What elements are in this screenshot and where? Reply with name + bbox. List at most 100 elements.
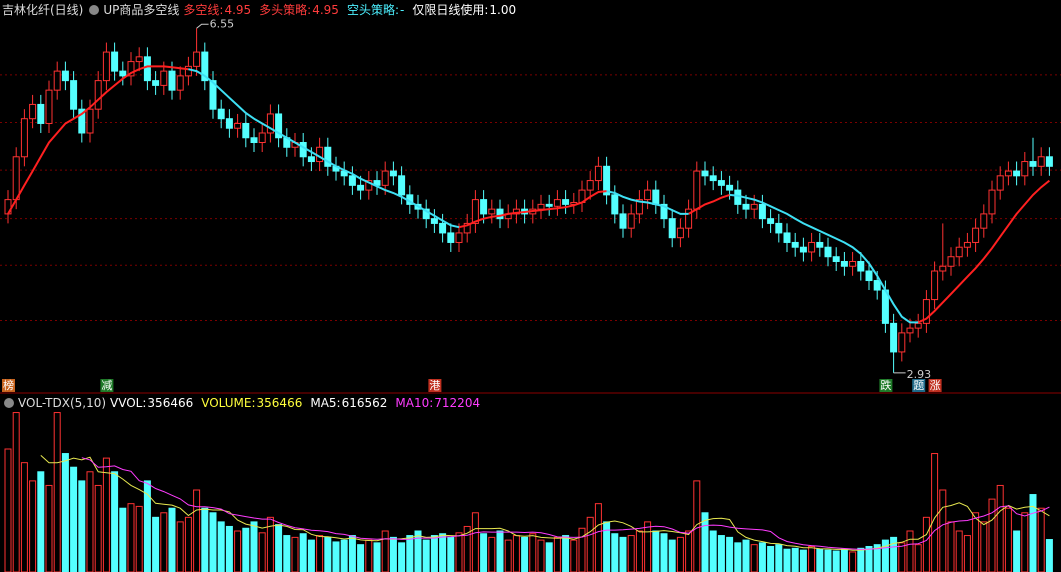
volume-bar bbox=[783, 548, 791, 572]
candle-body bbox=[840, 260, 848, 267]
volume-bar bbox=[234, 530, 242, 572]
candle-body bbox=[988, 189, 996, 215]
volume-bar bbox=[898, 542, 906, 572]
candle-body bbox=[701, 170, 709, 177]
candle-body bbox=[463, 222, 471, 234]
candle-body bbox=[775, 222, 783, 234]
volume-bar bbox=[119, 507, 127, 572]
indicator-label: MA10: bbox=[395, 396, 434, 410]
indicator-label: VVOL: bbox=[110, 396, 147, 410]
volume-bar bbox=[832, 550, 840, 572]
candle-body bbox=[586, 180, 594, 191]
candle-body bbox=[94, 80, 102, 110]
candle-body bbox=[553, 199, 561, 207]
indicator-label: VOLUME: bbox=[201, 396, 256, 410]
volume-bar bbox=[635, 530, 643, 572]
candle-body bbox=[717, 180, 725, 186]
candle-body bbox=[791, 241, 799, 248]
volume-bar bbox=[816, 548, 824, 572]
volume-bar bbox=[258, 532, 266, 572]
volume-bar bbox=[873, 544, 881, 572]
volume-bar bbox=[365, 539, 373, 572]
volume-bar bbox=[619, 536, 627, 572]
dropdown-icon[interactable] bbox=[4, 398, 14, 408]
volume-bar bbox=[61, 453, 69, 572]
candle-body bbox=[619, 213, 627, 229]
volume-bar bbox=[676, 536, 684, 572]
volume-bar bbox=[865, 545, 873, 572]
candle-body bbox=[275, 113, 283, 139]
volume-bar bbox=[824, 549, 832, 572]
volume-bar bbox=[283, 535, 291, 572]
candle-body bbox=[135, 56, 143, 63]
candle-body bbox=[832, 256, 840, 262]
candle-body bbox=[307, 156, 315, 163]
candle-body bbox=[906, 327, 914, 334]
indicator-value: 4.95 bbox=[224, 3, 252, 17]
candle-body bbox=[217, 108, 225, 120]
indicator-name: UP商品多空线 bbox=[103, 3, 180, 17]
candle-body bbox=[447, 232, 455, 243]
candle-body bbox=[914, 322, 922, 329]
volume-bar bbox=[225, 525, 233, 572]
candle-body bbox=[78, 108, 86, 134]
volume-bar bbox=[111, 471, 119, 572]
candle-body bbox=[816, 241, 824, 248]
indicator-value: 4.95 bbox=[312, 3, 339, 17]
volume-bar bbox=[537, 539, 545, 572]
volume-bar bbox=[201, 507, 209, 572]
candle-body bbox=[53, 70, 61, 91]
volume-bar bbox=[160, 512, 168, 572]
volume-bar bbox=[980, 521, 988, 572]
volume-bar bbox=[734, 542, 742, 572]
dropdown-icon[interactable] bbox=[89, 5, 100, 15]
candle-body bbox=[61, 70, 69, 82]
candle-body bbox=[1013, 170, 1021, 177]
candle-body bbox=[439, 222, 447, 234]
candle-body bbox=[389, 170, 397, 177]
candle-body bbox=[922, 299, 930, 324]
candle-body bbox=[348, 175, 356, 186]
volume-bar bbox=[758, 542, 766, 572]
candle-body bbox=[152, 80, 160, 86]
volume-bar bbox=[381, 530, 389, 572]
volume-bar bbox=[767, 545, 775, 572]
volume-bar bbox=[422, 539, 430, 572]
volume-header: VOL-TDX(5,10) VVOL: 356466 VOLUME: 356466 MA… bbox=[2, 396, 488, 410]
candle-body bbox=[1037, 156, 1045, 167]
candle-body bbox=[102, 51, 110, 82]
candle-body bbox=[119, 70, 127, 77]
candle-body bbox=[488, 208, 496, 215]
high-label: 6.55 bbox=[210, 17, 235, 30]
candle-body bbox=[955, 246, 963, 258]
indicator-value: 1.00 bbox=[489, 3, 517, 17]
volume-bar bbox=[447, 536, 455, 572]
volume-bar bbox=[324, 536, 332, 572]
candle-body bbox=[562, 199, 570, 205]
candle-body bbox=[972, 227, 980, 243]
candle-body bbox=[611, 194, 619, 215]
candle-body bbox=[1045, 156, 1053, 167]
volume-bar bbox=[242, 527, 250, 572]
candle-body bbox=[627, 213, 635, 229]
indicator-label: 空头策略: bbox=[346, 3, 399, 17]
volume-bar bbox=[808, 545, 816, 572]
candle-body bbox=[45, 89, 53, 124]
candle-body bbox=[193, 51, 201, 67]
volume-bar bbox=[20, 462, 28, 572]
volume-bar bbox=[1013, 530, 1021, 572]
candle-body bbox=[258, 132, 266, 144]
volume-bar bbox=[480, 533, 488, 572]
volume-bar bbox=[357, 544, 365, 572]
candle-body bbox=[783, 232, 791, 243]
volume-bar bbox=[996, 484, 1004, 572]
indicator-label: 仅限日线使用: bbox=[412, 3, 489, 17]
candle-body bbox=[86, 108, 94, 134]
candle-body bbox=[225, 118, 233, 129]
volume-bar bbox=[603, 521, 611, 572]
volume-bar bbox=[939, 489, 947, 572]
indicator-name: VOL-TDX(5,10) bbox=[18, 396, 107, 410]
candle-body bbox=[70, 80, 78, 110]
candle-body bbox=[29, 103, 37, 120]
